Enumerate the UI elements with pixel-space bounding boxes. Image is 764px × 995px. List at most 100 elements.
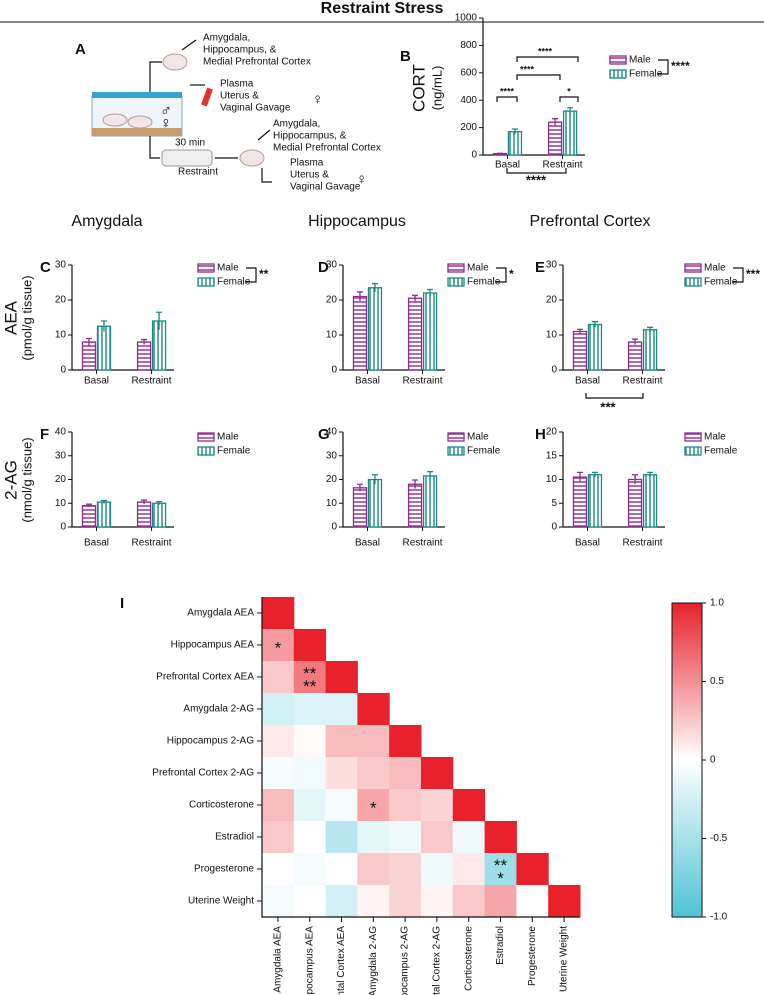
heatmap-cell: [262, 853, 295, 886]
diagram-text: Hippocampus, &: [203, 45, 277, 56]
legend-label: Female: [704, 446, 738, 457]
diagram-text: Amygdala,: [203, 33, 250, 44]
row-label: Prefrontal Cortex AEA: [156, 672, 254, 683]
significance-label: ****: [538, 46, 553, 56]
y-axis-label: (pmol/g tissue): [19, 275, 34, 360]
axis: [261, 597, 580, 918]
heatmap-cell: [325, 821, 358, 854]
heatmap-cell: [262, 757, 295, 790]
cell-annotation: **: [494, 856, 508, 875]
significance-label: ****: [520, 64, 535, 74]
heatmap-cell: [421, 885, 454, 918]
col-label: Uterine Weight: [559, 926, 570, 992]
y-tick-label: 0: [60, 365, 66, 376]
error-bar: [100, 320, 107, 332]
heatmap-cell: [262, 725, 295, 758]
legend-swatch: [684, 446, 702, 456]
legend-label: Female: [217, 446, 251, 457]
legend-annotation: ***: [746, 267, 760, 281]
heatmap-cell: [421, 757, 454, 790]
heatmap-cell: [389, 789, 422, 822]
col-label: Hippocampus AEA: [304, 926, 315, 995]
heatmap-cell: [357, 725, 390, 758]
heatmap-cell: [293, 885, 327, 918]
heatmap-cell: [325, 693, 358, 726]
bar: [136, 501, 152, 528]
legend-label: Male: [467, 263, 489, 274]
legend-label: Female: [467, 277, 501, 288]
significance-bracket: [516, 56, 579, 62]
bar: [407, 483, 423, 528]
col-label: Estradiol: [495, 926, 506, 965]
tube: [201, 87, 213, 107]
y-axis-label: (ng/mL): [429, 66, 444, 111]
heatmap-cell: [484, 853, 517, 886]
bar: [627, 341, 643, 371]
legend-label: Female: [629, 69, 663, 80]
cage-lid: [92, 92, 182, 98]
error-bar: [156, 500, 163, 505]
heatmap-cell: [421, 821, 454, 854]
legend-swatch: [197, 446, 215, 456]
heatmap-cell: [357, 853, 390, 886]
error-bar: [427, 288, 434, 297]
y-tick-label: 20: [326, 295, 338, 306]
y-tick-label: 40: [55, 427, 67, 438]
column-header: Prefrontal Cortex: [530, 213, 651, 230]
x-tick-label: Restraint: [132, 376, 172, 387]
legend-swatch: [447, 446, 465, 456]
col-label: Hippocampus 2-AG: [400, 926, 411, 995]
heatmap-cell: [421, 853, 454, 886]
panel-letter: A: [75, 41, 86, 58]
diagram-text: Medial Prefrontal Cortex: [203, 57, 311, 68]
significance-label: *: [567, 86, 571, 96]
legend-label: Male: [704, 263, 726, 274]
bar: [587, 323, 603, 371]
cell-annotation: *: [275, 638, 282, 657]
panel-letter: H: [535, 426, 546, 443]
significance-bracket: [496, 96, 518, 102]
legend-bracket: [733, 267, 744, 283]
y-tick-label: 20: [55, 295, 67, 306]
figure-title: Restraint Stress: [321, 0, 444, 17]
error-bar: [371, 282, 378, 292]
legend-label: Female: [217, 277, 251, 288]
colorbar: [671, 602, 703, 918]
bar: [136, 341, 152, 371]
diagram-text: Uterus &: [290, 170, 329, 181]
x-tick-label: Restraint: [623, 538, 663, 549]
legend-label: Female: [704, 277, 738, 288]
heatmap-cell: [325, 885, 358, 918]
diagram-text: Plasma: [220, 79, 254, 90]
heatmap-cell: [421, 789, 454, 822]
sex-symbol: ♀: [312, 91, 323, 108]
panel-a: A ♂ ♀ Amygdala, Hippocampus, & Medial Pr…: [75, 33, 381, 193]
sex-symbol: ♂: [160, 103, 172, 120]
diagram-text: Hippocampus, &: [273, 131, 347, 142]
y-tick-label: 10: [55, 330, 67, 341]
col-label: Amygdala AEA: [273, 926, 284, 993]
y-tick-label: 0: [60, 522, 66, 533]
significance-bracket: [559, 96, 579, 102]
heatmap-cell: [516, 885, 549, 918]
x-tick-label: Restraint: [623, 376, 663, 387]
column-header: Amygdala: [71, 213, 142, 230]
legend-swatch: [684, 277, 702, 287]
y-tick-label: 10: [326, 330, 338, 341]
y-tick-label: 20: [55, 474, 67, 485]
error-bar: [632, 338, 639, 345]
significance-label: ****: [500, 86, 515, 96]
error-bar: [591, 321, 598, 328]
column-header: Hippocampus: [308, 213, 406, 230]
legend-label: Male: [629, 55, 651, 66]
col-label: Corticosterone: [463, 926, 474, 991]
legend-annotation: **: [259, 267, 269, 281]
y-axis-label: CORT: [409, 64, 428, 112]
error-bar: [356, 483, 363, 492]
y-tick-label: 0: [331, 365, 337, 376]
significance-bracket: [516, 74, 561, 80]
restrainer: [161, 149, 213, 167]
cell-annotation: *: [370, 798, 377, 817]
legend-swatch: [447, 263, 465, 273]
